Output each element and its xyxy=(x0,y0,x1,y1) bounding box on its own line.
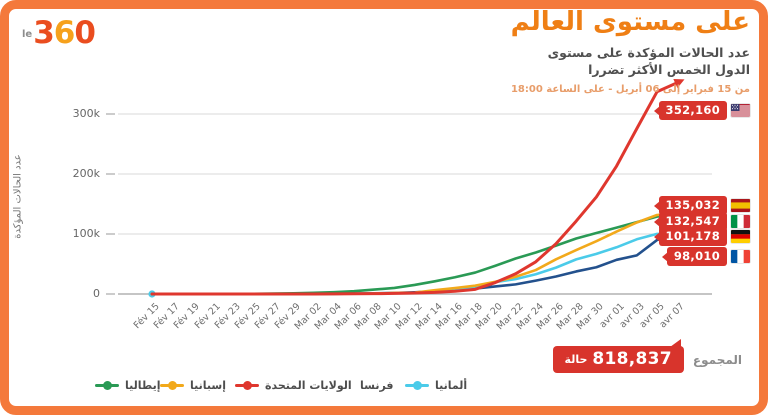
y-axis-title: عدد الحالات المؤكدة xyxy=(12,154,24,239)
logo-digit-6: 6 xyxy=(53,15,76,51)
legend-label: ألمانيا xyxy=(435,379,468,392)
total-badge: 818,837 حالة xyxy=(552,339,684,373)
data-label-row-de: 101,178 xyxy=(658,227,750,246)
chart-header: على مستوى العالم عدد الحالات المؤكدة على… xyxy=(510,7,750,95)
flag-es-icon xyxy=(731,199,750,212)
y-tick-label: 100k xyxy=(72,227,100,240)
legend-item-1[interactable]: إسبانيا xyxy=(160,379,226,392)
arrowhead-icon xyxy=(673,78,685,89)
value-badge-es: 135,032 xyxy=(658,196,727,215)
total-cases: 818,837 حالة المجموع xyxy=(552,339,742,373)
legend-item-0[interactable]: إيطاليا xyxy=(95,379,161,392)
value-badge-us: 352,160 xyxy=(658,101,727,120)
value-badge-fr: 98,010 xyxy=(666,247,727,266)
logo-prefix: le xyxy=(22,29,33,40)
legend-label: إسبانيا xyxy=(190,379,226,392)
y-tick-label: 200k xyxy=(72,167,100,180)
legend-item-2[interactable]: الولايات المتحدة xyxy=(235,379,352,392)
chart-subtitle: عدد الحالات المؤكدة على مستوى الدول الخم… xyxy=(547,44,750,78)
total-label: المجموع xyxy=(692,352,742,367)
legend-item-4[interactable]: ألمانيا xyxy=(405,379,467,392)
legend-label: إيطاليا xyxy=(125,379,161,392)
y-tick-label: 0 xyxy=(93,287,100,300)
legend-label: فرنسا xyxy=(360,379,394,392)
legend-marker-icon xyxy=(160,381,184,391)
total-unit: حالة xyxy=(564,352,588,366)
data-label-row-us: 352,160 xyxy=(658,101,750,120)
flag-it-icon xyxy=(731,215,750,228)
data-label-row-fr: 98,010 xyxy=(666,247,750,266)
logo-digit-0: 0 xyxy=(74,15,96,51)
date-range-label: من 15 فبراير إلى 06 أبريل - على الساعة 1… xyxy=(510,83,750,95)
y-tick-label: 300k xyxy=(72,107,100,120)
flag-us-icon xyxy=(731,104,750,117)
flag-fr-icon xyxy=(731,250,750,263)
flag-de-icon xyxy=(731,230,750,243)
data-label-row-es: 135,032 xyxy=(658,196,750,215)
legend-marker-icon xyxy=(235,381,259,391)
le360-logo: le360 xyxy=(22,15,96,51)
legend-marker-icon xyxy=(405,381,429,391)
page-title: على مستوى العالم xyxy=(510,7,750,37)
value-badge-de: 101,178 xyxy=(658,227,727,246)
legend-marker-icon xyxy=(95,381,119,391)
legend-label: الولايات المتحدة xyxy=(265,379,352,392)
legend-item-3[interactable]: فرنسا xyxy=(330,379,394,392)
series-line-us xyxy=(150,81,679,296)
logo-digit-3: 3 xyxy=(33,15,55,51)
total-value: 818,837 xyxy=(592,349,672,369)
